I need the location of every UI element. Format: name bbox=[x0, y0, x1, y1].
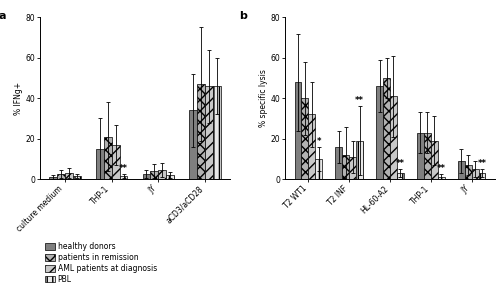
Bar bbox=[458, 161, 464, 179]
Bar bbox=[96, 149, 104, 179]
Legend: healthy donors, patients in remission, AML patients at diagnosis, PBL: healthy donors, patients in remission, A… bbox=[44, 240, 158, 285]
Bar bbox=[478, 173, 486, 179]
Bar bbox=[214, 86, 222, 179]
Bar bbox=[438, 177, 444, 179]
Bar bbox=[356, 141, 363, 179]
Bar bbox=[56, 174, 64, 179]
Bar bbox=[417, 133, 424, 179]
Text: **: ** bbox=[355, 96, 364, 105]
Text: a: a bbox=[0, 11, 6, 21]
Bar bbox=[316, 159, 322, 179]
Bar bbox=[431, 141, 438, 179]
Bar bbox=[308, 114, 316, 179]
Bar bbox=[397, 173, 404, 179]
Text: *: * bbox=[316, 137, 321, 146]
Bar bbox=[349, 157, 356, 179]
Bar bbox=[158, 170, 166, 179]
Bar bbox=[112, 145, 120, 179]
Bar bbox=[166, 175, 174, 179]
Bar bbox=[64, 173, 72, 179]
Bar bbox=[383, 78, 390, 179]
Y-axis label: % specific lysis: % specific lysis bbox=[258, 69, 268, 127]
Bar bbox=[72, 176, 80, 179]
Text: **: ** bbox=[119, 164, 128, 173]
Bar bbox=[390, 96, 397, 179]
Bar bbox=[464, 165, 471, 179]
Y-axis label: % IFNg+: % IFNg+ bbox=[14, 82, 22, 115]
Bar bbox=[472, 169, 478, 179]
Text: **: ** bbox=[396, 159, 405, 168]
Bar bbox=[120, 176, 128, 179]
Text: **: ** bbox=[436, 164, 446, 173]
Text: **: ** bbox=[478, 159, 486, 168]
Bar bbox=[190, 110, 198, 179]
Bar bbox=[342, 155, 349, 179]
Bar bbox=[206, 86, 214, 179]
Bar bbox=[302, 98, 308, 179]
Bar bbox=[336, 147, 342, 179]
Bar bbox=[198, 84, 205, 179]
Bar bbox=[48, 177, 56, 179]
Bar bbox=[150, 171, 158, 179]
Bar bbox=[142, 174, 150, 179]
Bar bbox=[424, 133, 431, 179]
Bar bbox=[376, 86, 383, 179]
Text: b: b bbox=[239, 11, 246, 21]
Bar bbox=[104, 137, 112, 179]
Bar bbox=[294, 82, 302, 179]
